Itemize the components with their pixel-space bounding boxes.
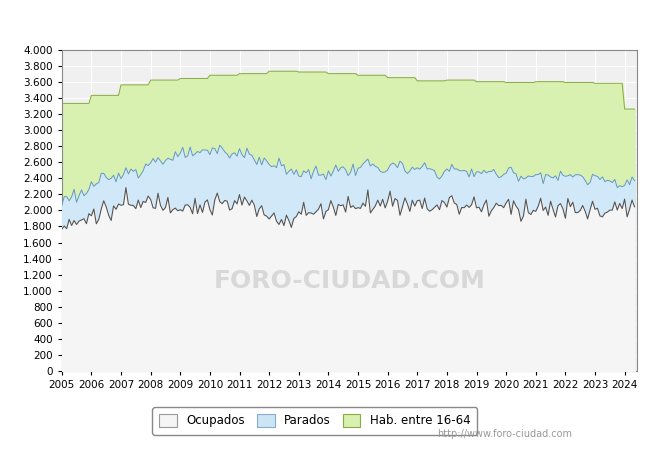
Legend: Ocupados, Parados, Hab. entre 16-64: Ocupados, Parados, Hab. entre 16-64 [152,407,478,435]
Text: http://www.foro-ciudad.com: http://www.foro-ciudad.com [437,429,572,439]
Text: FORO-CIUDAD.COM: FORO-CIUDAD.COM [213,269,486,293]
Text: Aceuchal - Evolucion de la poblacion en edad de Trabajar Mayo de 2024: Aceuchal - Evolucion de la poblacion en … [75,17,575,31]
